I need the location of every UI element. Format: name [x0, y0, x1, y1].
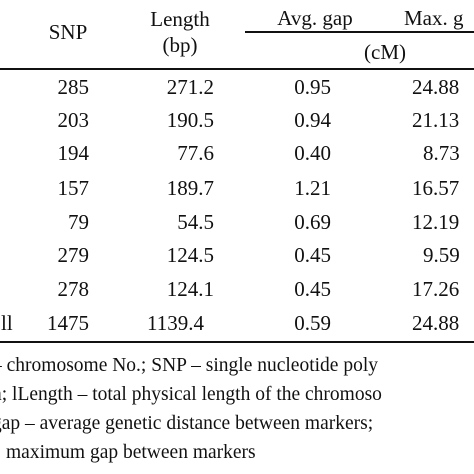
footnote-line-4: maximum gap between markers: [6, 442, 256, 463]
cell-max-gap: 24.88: [412, 75, 460, 99]
header-snp: SNP: [48, 20, 88, 44]
footnote-line-1: – chromosome No.; SNP – single nucleotid…: [0, 355, 378, 376]
cell-length: 190.5: [166, 108, 214, 132]
footnote-line-3: gap – average genetic distance between m…: [0, 413, 374, 434]
cell-snp: 278: [57, 277, 90, 301]
cell-length: 124.5: [166, 243, 214, 267]
cell-max-gap: 16.57: [412, 176, 460, 200]
cell-snp: 79: [68, 210, 89, 234]
cell-max-gap: 12.19: [412, 210, 460, 234]
cell-avg-gap-total: 0.59: [294, 311, 331, 335]
cell-avg-gap: 0.69: [294, 210, 331, 234]
header-max-gap: Max. g: [404, 6, 464, 30]
header-gap-rule: [245, 31, 474, 33]
cell-max-gap: 21.13: [412, 108, 460, 132]
cell-snp: 157: [57, 176, 90, 200]
cell-avg-gap: 0.45: [294, 277, 331, 301]
cell-length: 189.7: [166, 176, 214, 200]
cell-snp: 203: [57, 108, 90, 132]
cell-avg-gap: 0.40: [294, 141, 331, 165]
cell-max-gap: 9.59: [423, 243, 460, 267]
footnote-line-2: n; lLength – total physical length of th…: [0, 384, 382, 405]
cell-chromosome-label: ll: [1, 311, 13, 335]
cell-snp: 285: [57, 75, 90, 99]
cell-length: 77.6: [177, 141, 214, 165]
header-avg-gap: Avg. gap: [277, 6, 353, 30]
cell-snp-total: 1475: [47, 311, 89, 335]
cell-length: 54.5: [177, 210, 214, 234]
cell-max-gap-total: 24.88: [412, 311, 460, 335]
cell-length: 271.2: [166, 75, 214, 99]
cell-length: 124.1: [166, 277, 214, 301]
header-length: Length: [150, 7, 210, 31]
header-length-unit: (bp): [162, 33, 198, 57]
cell-snp: 279: [57, 243, 90, 267]
cell-snp: 194: [57, 141, 90, 165]
header-gap-unit: (cM): [364, 40, 406, 64]
cell-avg-gap: 0.45: [294, 243, 331, 267]
cell-avg-gap: 0.95: [294, 75, 331, 99]
table-header-rule: [0, 68, 474, 70]
cell-max-gap: 17.26: [412, 277, 460, 301]
table-bottom-rule: [0, 341, 474, 343]
cell-avg-gap: 1.21: [294, 176, 331, 200]
cell-avg-gap: 0.94: [294, 108, 331, 132]
cell-length-total: 1139.4: [147, 311, 204, 335]
cell-max-gap: 8.73: [423, 141, 460, 165]
